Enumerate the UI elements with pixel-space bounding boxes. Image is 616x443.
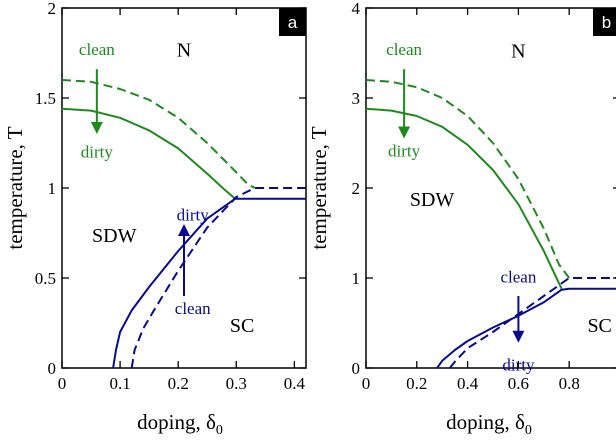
x-axis-label: doping, δ0	[137, 410, 223, 438]
x-tick-label: 0.3	[226, 374, 247, 393]
arrow-head-icon	[90, 122, 103, 134]
x-tick-label: 0.1	[109, 374, 130, 393]
sc-dirty-line	[436, 287, 616, 368]
sdw-dirty-line	[366, 107, 563, 290]
y-axis-label: temperature, T	[307, 126, 331, 249]
x-tick-label: 0.6	[508, 374, 529, 393]
sdw-clean-line	[62, 79, 256, 189]
x-tick-label: 0	[58, 374, 67, 393]
region-label-sdw: SDW	[92, 225, 137, 247]
x-axis-label: doping, δ0	[446, 410, 532, 438]
panel-label: b	[602, 13, 611, 32]
region-label-sdw: SDW	[410, 189, 455, 211]
annotation-clean: clean	[386, 40, 422, 59]
sc-dirty-line	[112, 197, 306, 368]
y-tick-label: 2	[352, 179, 361, 198]
panel-label: a	[288, 13, 298, 32]
region-label-sc: SC	[230, 315, 254, 337]
panel-badge	[593, 8, 616, 36]
y-tick-label: 1	[48, 179, 57, 198]
arrow-head-icon	[398, 126, 411, 139]
x-tick-label: 0	[362, 374, 371, 393]
panel-a: 0 0.1 0.2 0.3 0.4 0 0.5 1 1.5 2 doping, δ0 temperat…	[3, 0, 307, 438]
sc-clean-line	[130, 187, 306, 368]
y-tick-label: 0	[48, 359, 57, 378]
annotation-dirty: dirty	[502, 356, 535, 375]
y-tick-label: 0	[352, 359, 361, 378]
sdw-clean-line	[366, 79, 570, 279]
x-tick-label: 0.2	[406, 374, 427, 393]
y-tick-label: 1	[352, 269, 361, 288]
region-label-sc: SC	[587, 315, 611, 337]
y-tick-label: 1.5	[35, 89, 56, 108]
x-tick-label: 0.2	[168, 374, 189, 393]
y-tick-label: 2	[48, 0, 57, 18]
region-label-n: N	[511, 41, 525, 63]
y-axis-label: temperature, T	[3, 126, 27, 249]
annotation-clean: clean	[175, 299, 211, 318]
y-tick-label: 4	[352, 0, 361, 18]
x-tick-label: 0.4	[284, 374, 306, 393]
annotation-clean: clean	[500, 268, 536, 287]
sdw-dirty-line	[62, 107, 236, 200]
region-label-n: N	[177, 40, 191, 62]
annotation-clean: clean	[79, 40, 115, 59]
plot-frame	[365, 7, 616, 369]
x-tick-label: 0.4	[457, 374, 479, 393]
x-tick-label: 0.8	[559, 374, 580, 393]
panel-badge	[279, 8, 306, 36]
annotation-dirty: dirty	[388, 142, 421, 161]
y-tick-label: 0.5	[35, 269, 56, 288]
arrow-head-icon	[512, 330, 525, 343]
panel-b: 00.20.40.60.8101234doping, δ0temperature…	[307, 0, 616, 438]
y-tick-label: 3	[352, 89, 361, 108]
annotation-dirty: dirty	[177, 205, 210, 224]
annotation-dirty: dirty	[81, 142, 114, 161]
arrow-head-icon	[178, 224, 190, 236]
